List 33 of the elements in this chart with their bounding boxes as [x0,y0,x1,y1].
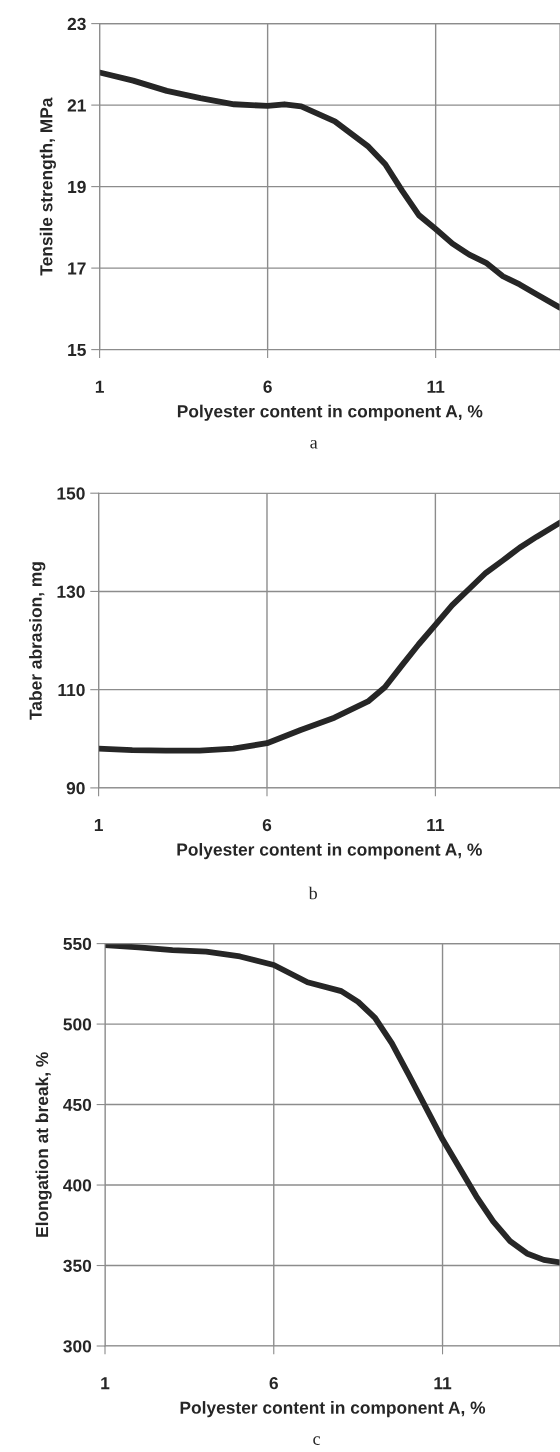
x-axis-title: Polyester content in component A, % [180,1401,486,1418]
x-tick-label: 6 [262,818,272,832]
y-tick-label: 350 [63,1259,92,1273]
y-axis-title: Elongation at break, % [35,1052,52,1237]
y-tick-label: 550 [63,937,92,951]
x-tick-label: 1 [101,1377,110,1390]
y-tick-label: 19 [68,180,86,194]
x-axis-title: Polyester content in component A, % [177,404,483,421]
x-axis-title: Polyester content in component A, % [177,842,482,860]
y-tick-label: 300 [63,1340,92,1353]
y-axis-title: Taber abrasion, mg [29,562,46,720]
y-tick-label: 500 [63,1018,92,1031]
x-tick-label: 11 [427,380,445,393]
x-tick-label: 6 [269,1377,278,1390]
text: c [313,1436,321,1445]
y-axis-title: Tensile strength, MPa [39,97,56,276]
y-tick-label: 110 [58,683,85,697]
y-tick-label: 400 [63,1179,92,1192]
y-tick-label: 130 [57,585,85,598]
y-tick-label: 150 [57,487,85,500]
x-tick-label: 11 [434,1377,452,1390]
x-tick-label: 6 [263,380,272,393]
y-tick-label: 15 [68,343,86,357]
y-tick-label: 23 [67,17,86,31]
y-tick-label: 90 [66,782,85,795]
text: b [308,886,317,900]
text: a [310,439,318,449]
y-tick-label: 17 [68,262,86,275]
x-tick-label: 1 [95,380,104,393]
x-tick-label: 11 [427,819,445,832]
y-tick-label: 450 [63,1098,92,1112]
y-tick-label: 21 [67,99,86,112]
x-tick-label: 1 [94,819,103,832]
